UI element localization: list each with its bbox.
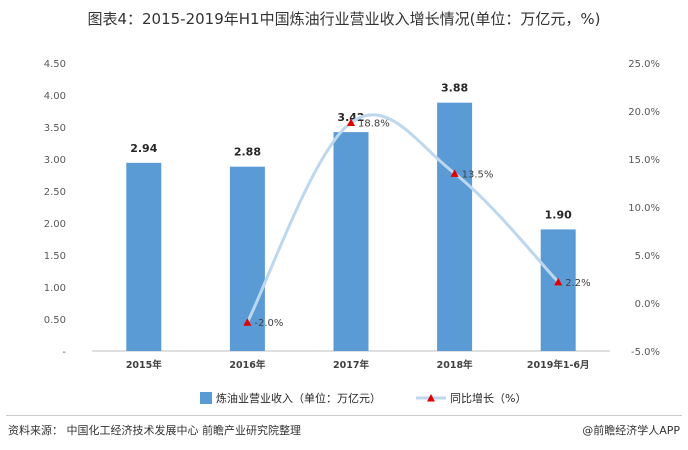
bar-value-label: 2.88 (234, 146, 261, 159)
growth-value-label: -2.0% (254, 318, 283, 329)
growth-value-label: 2.2% (565, 278, 590, 289)
y-right-tick-label: 15.0% (628, 155, 660, 166)
y-right-tick-label: 5.0% (635, 251, 660, 262)
bar (437, 102, 473, 352)
x-tick-label: 2015年 (126, 359, 162, 371)
y-right-tick-label: 0.0% (635, 299, 660, 310)
growth-marker (554, 277, 563, 286)
y-left-tick-label: 4.50 (44, 59, 66, 70)
y-left-tick-label: 4.00 (44, 91, 66, 102)
legend: 炼油业营业收入（单位：万亿元） 同比增长（%） (200, 391, 526, 405)
y-right-tick-label: 25.0% (628, 59, 660, 70)
y-left-tick-label: 1.00 (44, 283, 66, 294)
bar-value-label: 3.42 (337, 111, 364, 124)
legend-bar-swatch (200, 392, 212, 404)
x-tick-label: 2019年1-6月 (527, 359, 590, 371)
legend-line-marker (427, 394, 435, 402)
x-tick-label: 2016年 (229, 359, 265, 371)
chart-title: 图表4：2015-2019年H1中国炼油行业营业收入增长情况(单位：万亿元，%) (87, 10, 601, 28)
y-right-tick-label: -5.0% (631, 347, 660, 358)
y-left-tick-label: 2.50 (44, 187, 66, 198)
bar-value-label: 3.88 (441, 82, 468, 95)
legend-bar-label: 炼油业营业收入（单位：万亿元） (216, 391, 381, 405)
growth-marker (243, 318, 252, 326)
bar-series: 2.94 2.88 3.42 3.88 1.90 (126, 82, 576, 352)
y-left-tick-label: - (62, 347, 66, 358)
growth-value-label: 13.5% (462, 169, 494, 180)
y-left-tick-label: 1.50 (44, 251, 66, 262)
bar-value-label: 2.94 (130, 142, 157, 155)
bar (126, 162, 162, 351)
bar-value-label: 1.90 (545, 208, 572, 221)
line-series: -2.0% 18.8% 13.5% 2.2% (243, 113, 591, 329)
y-right-tick-label: 10.0% (628, 203, 660, 214)
growth-marker (347, 118, 355, 127)
y-left-tick-label: 3.00 (44, 155, 66, 166)
growth-value-label: 18.8% (358, 119, 390, 130)
y-left-tick-label: 3.50 (44, 123, 66, 134)
brand-note: @前瞻经济学人APP (582, 424, 680, 437)
source-note: 资料来源： 中国化工经济技术发展中心 前瞻产业研究院整理 (8, 424, 301, 437)
growth-line (245, 113, 560, 324)
axes: - 0.50 1.00 1.50 2.00 2.50 3.00 3.50 4.00 4.50 -5.… (44, 59, 660, 371)
legend-line-label: 同比增长（%） (450, 391, 526, 405)
x-tick-label: 2017年 (333, 359, 369, 371)
x-tick-label: 2018年 (437, 359, 473, 371)
growth-marker (450, 169, 459, 177)
footer-divider (6, 415, 682, 416)
y-right-tick-label: 20.0% (628, 107, 660, 118)
bar (333, 132, 369, 351)
y-left-tick-label: 0.50 (44, 315, 66, 326)
y-left-tick-label: 2.00 (44, 219, 66, 230)
bar (540, 229, 576, 351)
